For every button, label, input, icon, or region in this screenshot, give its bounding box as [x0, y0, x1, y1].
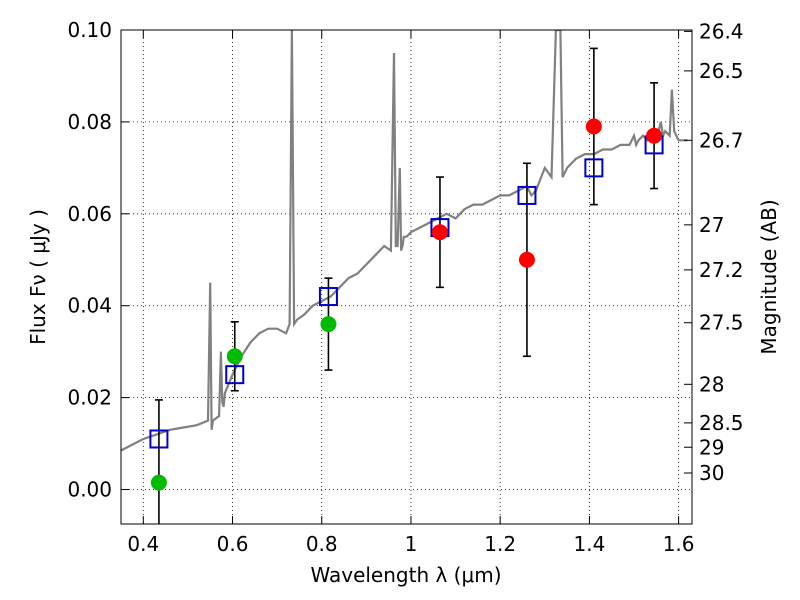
magnitude-tick-label: 27.5: [699, 311, 744, 335]
magnitude-tick-label: 26.7: [699, 128, 744, 152]
magnitude-tick-label: 26.4: [699, 19, 744, 43]
observed-point-red: [585, 118, 602, 135]
model-spectrum-line: [121, 30, 688, 452]
magnitude-tick-label: 29: [699, 435, 724, 459]
x-tick-label: 0.6: [217, 532, 249, 556]
magnitude-tick-label: 30: [699, 461, 724, 485]
observed-point-green: [226, 348, 243, 365]
y-tick-label: 0.04: [67, 294, 112, 318]
x-tick-label: 1.4: [573, 532, 605, 556]
y-axis-label: Flux Fν ( μJy ): [26, 209, 50, 345]
observed-point-red: [431, 224, 448, 241]
model-photometry-square: [149, 429, 169, 449]
y-tick-label: 0.06: [67, 202, 112, 226]
x-tick-label: 1.2: [484, 532, 516, 556]
model-photometry-square: [517, 185, 537, 205]
y-tick-label: 0.02: [67, 386, 112, 410]
observed-point-green: [320, 316, 337, 333]
axes: 0.4 0.6 0.8 1 1.2 1.4 1.6 0.00 0.02 0.04 0.06 0.08 0…: [67, 18, 743, 556]
y-tick-label: 0.00: [67, 478, 112, 502]
x-tick-label: 0.4: [127, 532, 159, 556]
right-y-axis-label: Magnitude (AB): [757, 199, 781, 354]
magnitude-tick-label: 28: [699, 372, 724, 396]
x-tick-label: 1.6: [663, 532, 695, 556]
y-tick-label: 0.08: [67, 110, 112, 134]
magnitude-tick-label: 27.2: [699, 258, 744, 282]
model-photometry-square: [318, 287, 338, 307]
x-tick-label: 1: [405, 532, 418, 556]
x-axis-label: Wavelength λ (μm): [310, 563, 501, 587]
plot-area: [121, 30, 688, 524]
observed-point-green: [150, 474, 167, 491]
y-tick-label: 0.10: [67, 18, 112, 42]
model-photometry-square: [584, 158, 604, 178]
plot-frame: [120, 29, 693, 525]
observed-point-red: [518, 251, 535, 268]
plot-background: [121, 30, 692, 524]
magnitude-tick-label: 28.5: [699, 411, 744, 435]
x-tick-label: 0.8: [306, 532, 338, 556]
magnitude-tick-label: 26.5: [699, 59, 744, 83]
model-photometry-square: [225, 365, 245, 385]
magnitude-tick-label: 27: [699, 213, 724, 237]
observed-point-red: [646, 127, 663, 144]
